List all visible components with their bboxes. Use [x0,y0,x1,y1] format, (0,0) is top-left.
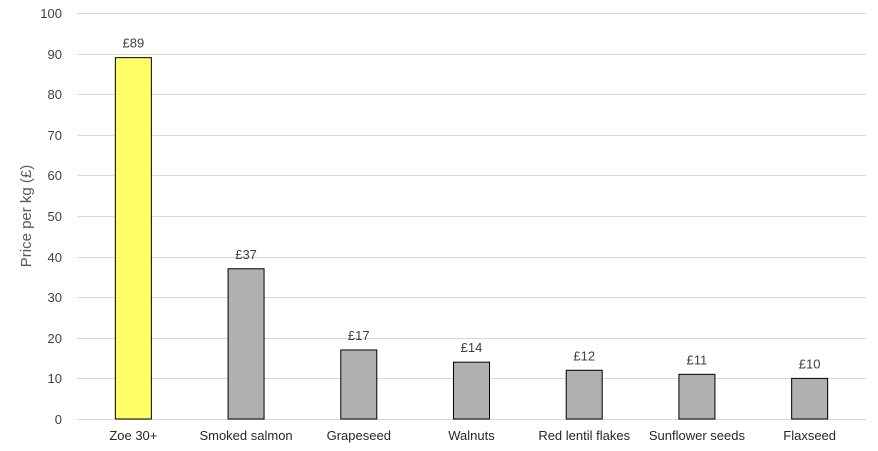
y-tick-label: 30 [48,290,62,305]
data-label: £11 [687,352,708,367]
y-tick-label: 10 [48,371,62,386]
category-label: Red lentil flakes [538,428,630,443]
category-label: Sunflower seeds [649,428,746,443]
y-tick-label: 40 [48,250,62,265]
y-tick-label: 20 [48,331,62,346]
category-label: Grapeseed [327,428,391,443]
y-tick-label: 100 [40,6,62,21]
data-label: £12 [573,348,595,363]
y-axis-tick-labels: 0 10 20 30 40 50 60 70 80 90 100 [40,6,62,427]
bar [227,268,265,420]
bar [114,57,152,420]
bar [678,373,716,420]
category-label: Zoe 30+ [109,428,157,443]
data-label: £37 [235,247,257,262]
category-label: Flaxseed [783,428,836,443]
bar [791,377,829,420]
bar [340,349,378,420]
category-label: Smoked salmon [199,428,292,443]
bar [565,369,603,420]
data-label: £14 [461,340,483,355]
y-tick-label: 0 [55,412,62,427]
y-tick-label: 50 [48,209,62,224]
y-tick-label: 70 [48,128,62,143]
bar [453,361,490,420]
data-label: £10 [799,356,821,371]
y-tick-label: 80 [48,87,62,102]
data-label: £89 [123,36,145,51]
category-label: Walnuts [448,428,495,443]
x-axis-category-labels: Zoe 30+ Smoked salmon Grapeseed Walnuts Red … [109,428,836,443]
y-tick-label: 60 [48,168,62,183]
gridlines [77,13,866,420]
y-axis-title: Price per kg (£) [18,165,35,268]
data-label: £17 [348,328,370,343]
bars [114,57,829,420]
y-tick-label: 90 [48,47,62,62]
data-labels: £89 £37 £17 £14 £12 £11 £10 [123,36,821,372]
